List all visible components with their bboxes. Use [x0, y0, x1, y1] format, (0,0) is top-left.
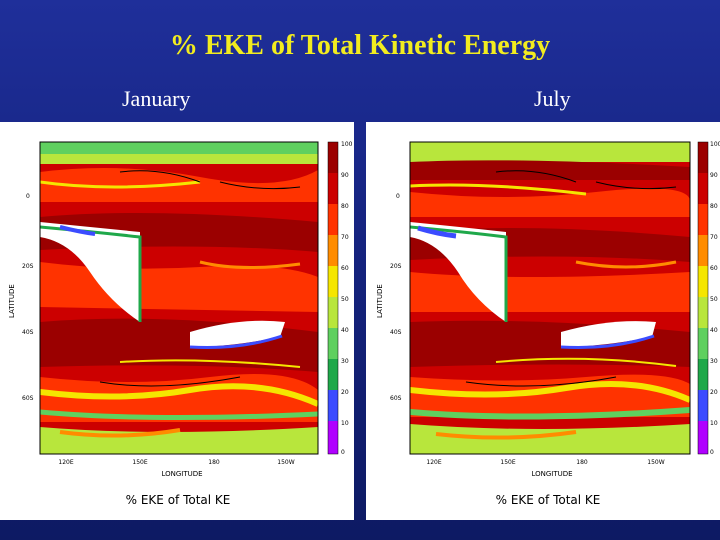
field-map [410, 142, 690, 454]
field-map [40, 142, 318, 454]
colorbar-tick: 100 [710, 141, 720, 148]
colorbar-tick: 90 [710, 172, 718, 179]
colorbar-tick: 40 [710, 327, 718, 334]
colorbar-tick: 80 [710, 203, 718, 210]
colorbar-tick: 70 [341, 234, 349, 241]
colorbar-ticks: 100 90 80 70 60 50 40 30 20 10 0 [341, 141, 353, 456]
colorbar-tick: 50 [710, 296, 718, 303]
x-ticks: 120E 150E 180 150W [58, 459, 294, 466]
x-tick: 180 [208, 459, 220, 466]
colorbar-tick: 20 [341, 389, 349, 396]
y-axis-label: LATITUDE [8, 284, 16, 318]
x-tick: 150E [132, 459, 147, 466]
panel-footer: % EKE of Total KE [126, 493, 231, 507]
x-ticks: 120E 150E 180 150W [426, 459, 664, 466]
x-tick: 120E [426, 459, 441, 466]
colorbar [697, 141, 709, 455]
colorbar [327, 141, 339, 455]
x-axis-label: LONGITUDE [531, 470, 572, 478]
colorbar-tick: 10 [710, 420, 718, 427]
colorbar-tick: 50 [341, 296, 349, 303]
y-tick: 20S [22, 263, 34, 270]
colorbar-tick: 70 [710, 234, 718, 241]
map-panel-january: 100 90 80 70 60 50 40 30 20 10 0 0 20S 4… [0, 122, 354, 520]
colorbar-tick: 0 [710, 449, 714, 456]
colorbar-tick: 100 [341, 141, 353, 148]
x-tick: 150E [500, 459, 515, 466]
slide-title: % EKE of Total Kinetic Energy [169, 30, 551, 61]
panel-label-july: July [534, 86, 571, 111]
colorbar-tick: 60 [710, 265, 718, 272]
panel-footer: % EKE of Total KE [496, 493, 601, 507]
panel-label-january: January [122, 86, 191, 111]
x-tick: 150W [277, 459, 294, 466]
colorbar-tick: 80 [341, 203, 349, 210]
colorbar-tick: 0 [341, 449, 345, 456]
colorbar-tick: 40 [341, 327, 349, 334]
y-tick: 40S [22, 329, 34, 336]
x-axis-label: LONGITUDE [161, 470, 202, 478]
y-tick: 0 [396, 193, 400, 200]
y-tick: 40S [390, 329, 402, 336]
colorbar-tick: 20 [710, 389, 718, 396]
colorbar-tick: 30 [710, 358, 718, 365]
y-tick: 60S [390, 395, 402, 402]
x-tick: 150W [647, 459, 664, 466]
y-ticks: 0 20S 40S 60S [22, 193, 34, 402]
colorbar-tick: 30 [341, 358, 349, 365]
colorbar-tick: 10 [341, 420, 349, 427]
y-tick: 0 [26, 193, 30, 200]
x-tick: 180 [576, 459, 588, 466]
colorbar-tick: 60 [341, 265, 349, 272]
x-tick: 120E [58, 459, 73, 466]
map-panel-july: 100 90 80 70 60 50 40 30 20 10 0 0 20S 4… [366, 122, 720, 520]
colorbar-tick: 90 [341, 172, 349, 179]
colorbar-ticks: 100 90 80 70 60 50 40 30 20 10 0 [710, 141, 720, 456]
y-axis-label: LATITUDE [376, 284, 384, 318]
y-tick: 20S [390, 263, 402, 270]
y-tick: 60S [22, 395, 34, 402]
y-ticks: 0 20S 40S 60S [390, 193, 402, 402]
